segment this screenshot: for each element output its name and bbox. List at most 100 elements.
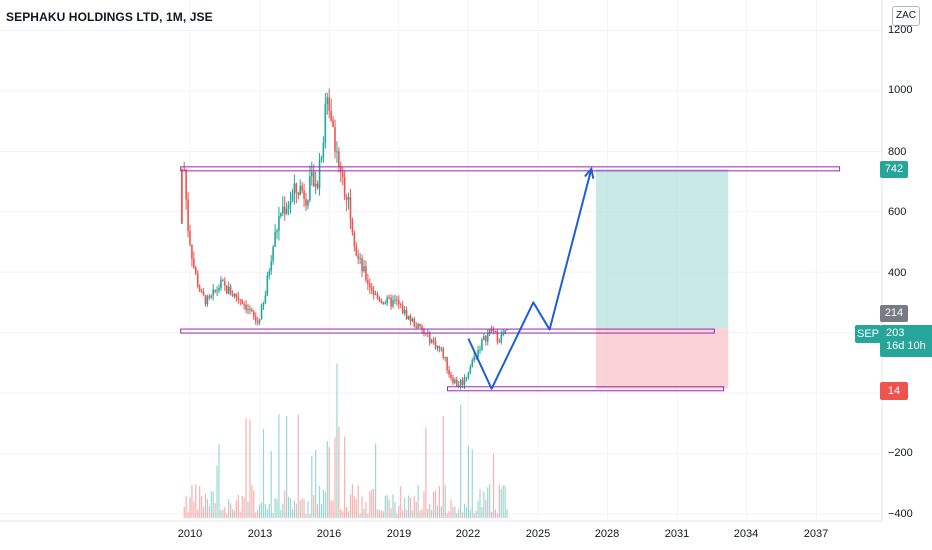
volume-bar: [498, 484, 500, 518]
candle-body: [336, 151, 338, 153]
volume-bar: [361, 496, 363, 518]
volume-bar: [415, 501, 417, 518]
candle-body: [256, 321, 259, 323]
volume-bar: [262, 428, 265, 518]
candle-body: [231, 295, 234, 297]
volume-bar: [251, 484, 253, 518]
candle-body: [459, 380, 462, 386]
volume-bar: [297, 414, 299, 518]
volume-bar: [255, 512, 257, 518]
volume-bar: [315, 449, 317, 518]
candle-body: [322, 142, 325, 158]
volume-bar: [201, 495, 203, 518]
candle-body: [196, 273, 199, 287]
candle-body: [243, 304, 245, 306]
candle-body: [343, 177, 346, 198]
volume-bar: [266, 509, 268, 518]
volume-bar: [369, 491, 371, 518]
candle-body: [502, 334, 504, 336]
volume-histogram: [183, 363, 508, 518]
volume-bar: [400, 486, 402, 518]
candle-body: [399, 303, 402, 305]
candle-body: [461, 380, 464, 385]
volume-bar: [396, 513, 398, 518]
volume-bar: [349, 494, 352, 518]
volume-bar: [458, 508, 460, 518]
candle-body: [253, 311, 255, 317]
volume-bar: [376, 509, 379, 518]
volume-bar: [475, 510, 477, 518]
candle-body: [396, 299, 398, 301]
volume-bar: [500, 488, 502, 518]
candle-body: [380, 301, 383, 303]
x-tick-label: 2022: [455, 528, 481, 540]
volume-bar: [210, 491, 212, 518]
candle-body: [216, 290, 218, 292]
candle-body: [457, 385, 460, 387]
candle-body: [330, 110, 332, 121]
candle-body: [195, 267, 197, 274]
volume-bar: [270, 451, 272, 518]
candle-body: [212, 289, 214, 296]
candle-body: [338, 151, 340, 167]
candle-body: [258, 319, 261, 323]
volume-bar: [303, 499, 305, 518]
volume-bar: [334, 437, 336, 518]
candle-body: [287, 204, 290, 209]
candle-body: [295, 183, 298, 193]
candle-body: [467, 373, 470, 378]
last-price-value: 203: [886, 327, 905, 339]
volume-bar: [446, 513, 448, 518]
volume-bar: [421, 508, 423, 518]
candle-body: [235, 293, 238, 298]
candle-body: [312, 172, 315, 187]
x-tick-label: 2037: [803, 528, 829, 540]
candle-body: [417, 323, 419, 328]
candle-body: [237, 297, 240, 300]
volume-bar: [220, 510, 222, 518]
candle-body: [506, 329, 508, 331]
candle-body: [488, 329, 491, 334]
candle-body: [504, 330, 506, 335]
volume-bar: [199, 486, 201, 518]
candle-body: [305, 198, 307, 206]
candle-body: [351, 219, 354, 233]
volume-bar: [322, 489, 324, 518]
volume-bar: [479, 489, 481, 518]
candle-body: [415, 326, 417, 328]
volume-bar: [347, 511, 350, 518]
volume-bar: [427, 508, 429, 518]
x-tick-label: 2034: [733, 528, 759, 540]
candle-body: [436, 346, 439, 348]
volume-bar: [409, 497, 411, 518]
candle-body: [318, 160, 321, 189]
candle-body: [340, 166, 342, 172]
candle-body: [492, 329, 495, 332]
candle-body: [463, 377, 466, 385]
volume-bar: [293, 500, 295, 518]
volume-bar: [489, 484, 491, 518]
candle-body: [227, 286, 230, 294]
candle-body: [280, 213, 282, 217]
volume-bar: [280, 509, 282, 518]
volume-bar: [320, 504, 323, 518]
candle-body: [282, 206, 284, 214]
volume-bar: [477, 501, 479, 518]
currency-button[interactable]: ZAC: [892, 6, 920, 26]
candle-body: [289, 201, 292, 205]
candle-body: [222, 280, 224, 282]
candle-body: [446, 356, 448, 371]
volume-bar: [272, 513, 274, 518]
volume-bar: [386, 495, 388, 518]
volume-bar: [454, 506, 456, 518]
candle-body: [386, 297, 388, 304]
volume-bar: [245, 418, 247, 518]
candle-body: [409, 315, 412, 322]
projection-arrowhead: [584, 166, 595, 179]
candle-body: [316, 183, 319, 189]
volume-bar: [434, 490, 437, 518]
volume-bar: [243, 498, 245, 518]
candle-body: [293, 183, 296, 194]
candle-body: [285, 208, 288, 214]
